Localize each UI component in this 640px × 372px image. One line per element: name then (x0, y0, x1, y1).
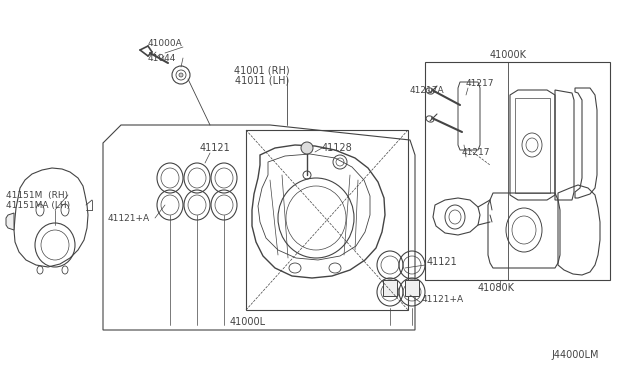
Text: 41217A: 41217A (410, 86, 445, 94)
Bar (425, 62, 610, 280)
Text: 41121: 41121 (427, 257, 458, 267)
Text: 41000L: 41000L (230, 317, 266, 327)
Text: 41121: 41121 (200, 143, 231, 153)
Text: 41044: 41044 (148, 54, 177, 62)
Text: 41121+A: 41121+A (422, 295, 464, 305)
Text: 41128: 41128 (322, 143, 353, 153)
Text: 41151MA (LH): 41151MA (LH) (6, 201, 70, 209)
Text: 41217: 41217 (466, 78, 495, 87)
Bar (515, 98, 550, 193)
Text: 41001 (RH): 41001 (RH) (234, 65, 290, 75)
Bar (246, 130, 408, 310)
Text: J44000LM: J44000LM (551, 350, 599, 360)
Text: 41151M  (RH): 41151M (RH) (6, 190, 68, 199)
Text: 41217: 41217 (462, 148, 490, 157)
Ellipse shape (301, 142, 313, 154)
Text: 41011 (LH): 41011 (LH) (235, 75, 289, 85)
Bar (383, 280, 397, 296)
Bar (405, 280, 419, 296)
Text: 41080K: 41080K (478, 283, 515, 293)
Text: 41121+A: 41121+A (108, 214, 150, 222)
Ellipse shape (179, 73, 183, 77)
Text: 41000K: 41000K (490, 50, 527, 60)
Text: 41000A: 41000A (148, 38, 183, 48)
Polygon shape (6, 213, 14, 230)
